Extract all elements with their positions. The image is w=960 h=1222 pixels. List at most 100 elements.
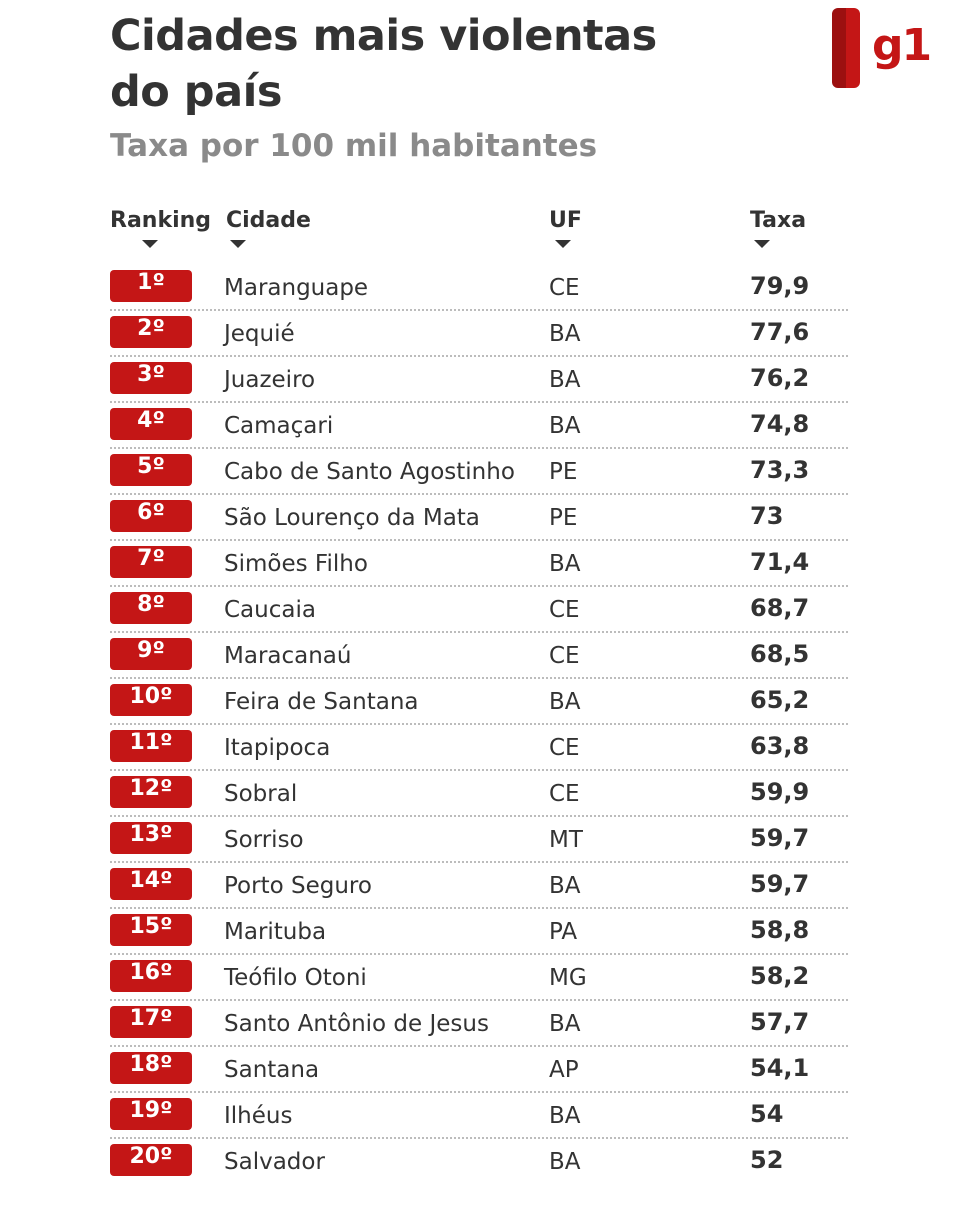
table-row: 2º Jequié BA 77,6 <box>0 310 960 357</box>
row-divider <box>110 953 848 955</box>
city-name: Marituba <box>224 919 327 945</box>
row-divider <box>110 585 848 587</box>
table-row: 11º Itapipoca CE 63,8 <box>0 724 960 771</box>
state-code: AP <box>549 1057 579 1083</box>
state-code: BA <box>549 1149 581 1175</box>
rate-value: 73,3 <box>750 456 810 484</box>
header-cidade[interactable]: Cidade <box>226 206 311 248</box>
row-divider <box>110 631 848 633</box>
state-code: CE <box>549 781 580 807</box>
rank-badge: 9º <box>110 638 192 670</box>
city-name: Maranguape <box>224 275 369 301</box>
city-name: Santana <box>224 1057 320 1083</box>
state-code: MG <box>549 965 587 991</box>
rate-value: 52 <box>750 1146 784 1174</box>
rank-badge: 16º <box>110 960 192 992</box>
row-divider <box>110 1045 848 1047</box>
rank-badge: 20º <box>110 1144 192 1176</box>
city-name: Porto Seguro <box>224 873 372 899</box>
city-name: Simões Filho <box>224 551 368 577</box>
table-row: 5º Cabo de Santo Agostinho PE 73,3 <box>0 448 960 495</box>
rate-value: 71,4 <box>750 548 810 576</box>
logo-text: g1 <box>872 20 932 71</box>
city-name: Itapipoca <box>224 735 331 761</box>
rate-value: 59,7 <box>750 824 810 852</box>
row-divider <box>110 539 848 541</box>
rank-badge: 10º <box>110 684 192 716</box>
row-divider <box>110 815 848 817</box>
table-row: 8º Caucaia CE 68,7 <box>0 586 960 633</box>
rate-value: 76,2 <box>750 364 810 392</box>
city-name: Jequié <box>224 321 295 347</box>
city-name: Santo Antônio de Jesus <box>224 1011 489 1037</box>
table-header: Ranking Cidade UF Taxa <box>0 206 960 256</box>
row-divider <box>110 401 848 403</box>
table-row: 7º Simões Filho BA 71,4 <box>0 540 960 587</box>
header-ranking[interactable]: Ranking <box>110 206 211 248</box>
header-uf[interactable]: UF <box>549 206 582 248</box>
city-name: Sobral <box>224 781 298 807</box>
table-row: 10º Feira de Santana BA 65,2 <box>0 678 960 725</box>
rank-badge: 13º <box>110 822 192 854</box>
city-name: Ilhéus <box>224 1103 293 1129</box>
rank-badge: 1º <box>110 270 192 302</box>
header-cidade-label: Cidade <box>226 208 311 233</box>
table-row: 13º Sorriso MT 59,7 <box>0 816 960 863</box>
rate-value: 74,8 <box>750 410 810 438</box>
state-code: CE <box>549 275 580 301</box>
state-code: PE <box>549 459 578 485</box>
table-row: 12º Sobral CE 59,9 <box>0 770 960 817</box>
rate-value: 73 <box>750 502 784 530</box>
row-divider <box>110 309 848 311</box>
row-divider <box>110 723 848 725</box>
rank-badge: 8º <box>110 592 192 624</box>
rank-badge: 6º <box>110 500 192 532</box>
city-name: Juazeiro <box>224 367 316 393</box>
chart-subtitle: Taxa por 100 mil habitantes <box>110 128 598 164</box>
header-taxa[interactable]: Taxa <box>750 206 806 248</box>
rank-badge: 11º <box>110 730 192 762</box>
state-code: PE <box>549 505 578 531</box>
rank-badge: 15º <box>110 914 192 946</box>
table-row: 4º Camaçari BA 74,8 <box>0 402 960 449</box>
header-taxa-label: Taxa <box>750 208 807 233</box>
rate-value: 63,8 <box>750 732 810 760</box>
rank-badge: 18º <box>110 1052 192 1084</box>
city-name: Teófilo Otoni <box>224 965 367 991</box>
city-name: Cabo de Santo Agostinho <box>224 459 515 485</box>
row-divider <box>110 999 848 1001</box>
table-row: 20º Salvador BA 52 <box>0 1138 960 1184</box>
rate-value: 79,9 <box>750 272 810 300</box>
rank-badge: 2º <box>110 316 192 348</box>
header-uf-label: UF <box>549 208 582 233</box>
table-row: 14º Porto Seguro BA 59,7 <box>0 862 960 909</box>
sort-down-icon <box>142 240 158 248</box>
sort-down-icon <box>754 240 770 248</box>
city-name: Camaçari <box>224 413 334 439</box>
table-row: 19º Ilhéus BA 54 <box>0 1092 960 1139</box>
table-row: 3º Juazeiro BA 76,2 <box>0 356 960 403</box>
rate-value: 68,7 <box>750 594 810 622</box>
state-code: BA <box>549 413 581 439</box>
table-row: 15º Marituba PA 58,8 <box>0 908 960 955</box>
table-row: 16º Teófilo Otoni MG 58,2 <box>0 954 960 1001</box>
row-divider <box>110 907 848 909</box>
sort-down-icon <box>555 240 571 248</box>
sort-down-icon <box>230 240 246 248</box>
state-code: MT <box>549 827 583 853</box>
rate-value: 58,2 <box>750 962 810 990</box>
state-code: BA <box>549 1011 581 1037</box>
row-divider <box>110 1137 848 1139</box>
city-name: Sorriso <box>224 827 304 853</box>
state-code: CE <box>549 643 580 669</box>
state-code: CE <box>549 735 580 761</box>
state-code: BA <box>549 321 581 347</box>
state-code: PA <box>549 919 578 945</box>
state-code: BA <box>549 551 581 577</box>
rank-badge: 19º <box>110 1098 192 1130</box>
rank-badge: 4º <box>110 408 192 440</box>
g1-logo: g1 <box>832 8 932 88</box>
rate-value: 54,1 <box>750 1054 810 1082</box>
city-name: Maracanaú <box>224 643 352 669</box>
city-name: São Lourenço da Mata <box>224 505 480 531</box>
